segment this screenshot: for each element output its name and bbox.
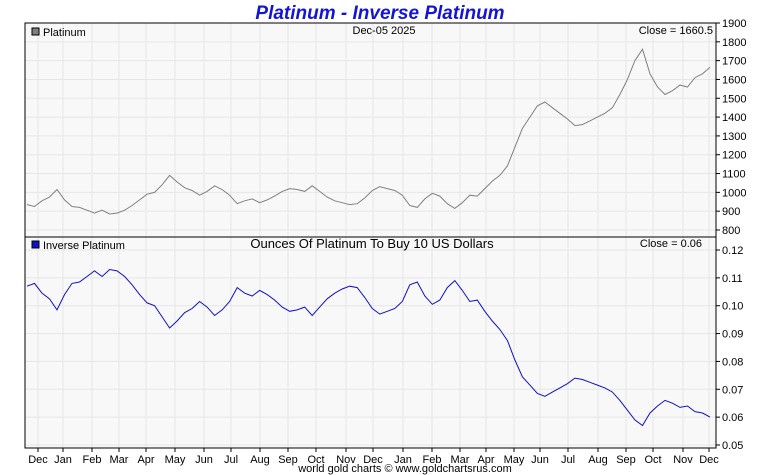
inverse-y-tick-label: 0.10: [722, 301, 743, 313]
inverse-y-axis: 0.12 0.11 0.10 0.09 0.08 0.07 0.06 0.05: [716, 245, 743, 452]
x-tick-label: Mar: [451, 454, 470, 466]
inverse-y-tick-label: 0.06: [722, 412, 743, 424]
inverse-y-tick-label: 0.05: [722, 440, 743, 452]
platinum-legend-label: Platinum: [43, 27, 86, 39]
inverse-plot-area: [25, 237, 716, 448]
x-tick-label: Feb: [83, 454, 102, 466]
platinum-grid: [25, 23, 716, 237]
x-tick-label: Jul: [561, 454, 575, 466]
platinum-legend-swatch: [31, 27, 40, 36]
platinum-y-tick-label: 900: [722, 206, 740, 218]
platinum-y-axis: 1900 1800 1700 1600 1500 1400 1300 1200 1100 1000…: [716, 18, 746, 237]
platinum-panel: Platinum Dec-05 2025 Close = 1660.5 1900…: [24, 18, 746, 238]
inverse-y-tick-label: 0.11: [722, 273, 743, 285]
inverse-legend-label: Inverse Platinum: [43, 240, 125, 252]
x-axis: Dec Jan Feb Mar Apr May Jun Jul Aug Sep Oct Nov Dec J…: [28, 448, 719, 466]
inverse-frame: [24, 236, 717, 449]
platinum-y-tick-label: 1800: [722, 37, 746, 49]
x-tick-label: Feb: [423, 454, 442, 466]
platinum-y-tick-label: 1900: [722, 18, 746, 30]
inverse-close-label: Close = 0.06: [640, 238, 702, 250]
platinum-y-tick-label: 1200: [722, 150, 746, 162]
x-tick-label: Dec: [363, 454, 383, 466]
x-tick-label: Jul: [224, 454, 238, 466]
inverse-grid: [25, 237, 716, 448]
x-tick-label: Oct: [307, 454, 324, 466]
platinum-date-label: Dec-05 2025: [353, 25, 416, 37]
inverse-y-tick-label: 0.08: [722, 356, 743, 368]
chart-title: Platinum - Inverse Platinum: [255, 3, 504, 24]
x-tick-label: Mar: [110, 454, 129, 466]
x-tick-label: Dec: [28, 454, 48, 466]
x-tick-label: Nov: [336, 454, 356, 466]
platinum-y-tick-label: 1000: [722, 187, 746, 199]
x-tick-label: May: [165, 454, 186, 466]
platinum-y-tick-label: 1100: [722, 169, 746, 181]
platinum-line: [26, 48, 711, 215]
x-tick-label: Jan: [394, 454, 412, 466]
platinum-y-tick-label: 1600: [722, 74, 746, 86]
x-tick-label: Nov: [673, 454, 693, 466]
platinum-plot-area: [25, 23, 716, 237]
x-tick-label: Aug: [588, 454, 608, 466]
x-tick-label: May: [504, 454, 525, 466]
inverse-y-tick-label: 0.09: [722, 329, 743, 341]
inverse-platinum-line: [26, 268, 711, 427]
platinum-y-tick-label: 1400: [722, 112, 746, 124]
x-tick-label: Jun: [531, 454, 549, 466]
platinum-y-tick-label: 1500: [722, 93, 746, 105]
inverse-y-tick-label: 0.07: [722, 384, 743, 396]
x-tick-label: Apr: [137, 454, 154, 466]
inverse-legend-swatch: [31, 240, 40, 249]
x-tick-label: Jan: [54, 454, 72, 466]
platinum-y-tick-label: 1700: [722, 56, 746, 68]
x-tick-label: Dec: [699, 454, 719, 466]
inverse-subtitle: Ounces Of Platinum To Buy 10 US Dollars: [250, 236, 494, 251]
footer-credit: world gold charts © www.goldchartsrus.co…: [297, 463, 512, 475]
inverse-y-tick-label: 0.12: [722, 245, 743, 257]
x-tick-label: Apr: [477, 454, 494, 466]
platinum-y-tick-label: 1300: [722, 131, 746, 143]
platinum-y-tick-label: 800: [722, 225, 740, 237]
x-tick-label: Sep: [616, 454, 636, 466]
x-tick-label: Oct: [644, 454, 661, 466]
x-tick-label: Sep: [278, 454, 298, 466]
inverse-platinum-panel: Inverse Platinum Ounces Of Platinum To B…: [24, 236, 743, 452]
platinum-close-label: Close = 1660.5: [639, 25, 713, 37]
x-tick-label: Jun: [195, 454, 213, 466]
x-tick-label: Aug: [250, 454, 270, 466]
